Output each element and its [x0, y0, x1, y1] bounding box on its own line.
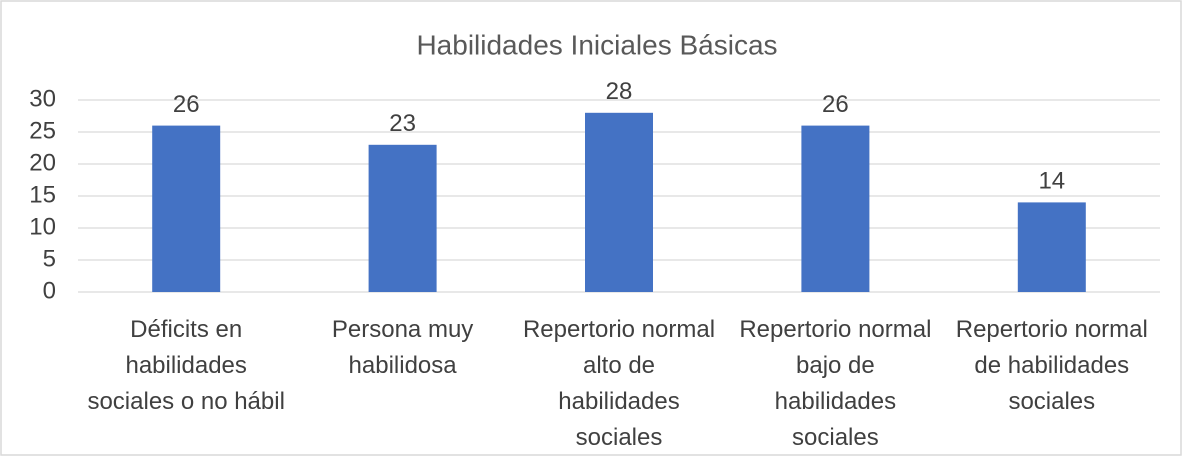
value-label: 26 — [822, 91, 849, 118]
y-tick-label: 10 — [29, 213, 56, 240]
value-label: 28 — [606, 78, 633, 105]
x-tick-label: Repertorio normal de habilidades sociale… — [955, 316, 1148, 415]
x-tick-label: Persona muy habilidosa — [331, 316, 474, 379]
y-tick-label: 5 — [43, 245, 56, 272]
x-tick-label: Repertorio normal alto de habilidades so… — [522, 316, 716, 451]
value-label: 14 — [1038, 168, 1065, 195]
y-tick-label: 25 — [29, 117, 56, 144]
bar — [368, 144, 437, 292]
y-tick-label: 15 — [29, 181, 56, 208]
chart-title: Habilidades Iniciales Básicas — [416, 29, 777, 60]
y-tick-label: 20 — [29, 149, 56, 176]
bar — [801, 125, 870, 292]
x-tick-label: Déficits en habilidades sociales o no há… — [87, 316, 285, 415]
x-tick-label: Repertorio normal bajo de habilidades so… — [739, 316, 932, 451]
bar — [152, 125, 221, 292]
value-label: 23 — [389, 110, 416, 137]
y-tick-label: 30 — [29, 85, 56, 112]
bar — [585, 112, 653, 292]
value-label: 26 — [173, 91, 200, 118]
bar — [1017, 202, 1086, 292]
y-tick-label: 0 — [43, 277, 56, 304]
